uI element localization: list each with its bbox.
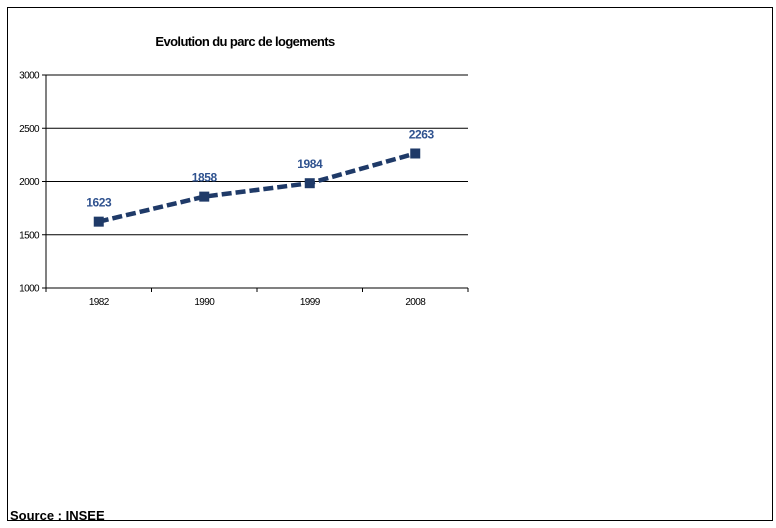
y-tick-label: 1000 <box>19 284 40 295</box>
y-tick-label: 3000 <box>19 71 40 82</box>
y-tick-labels: 1000 1500 2000 2500 3000 <box>19 71 40 295</box>
x-tick-label-1999: 1999 <box>300 297 321 308</box>
data-label-2008: 2263 <box>409 127 435 141</box>
y-tick-label: 2000 <box>19 177 40 188</box>
x-tick-label-1990: 1990 <box>194 297 215 308</box>
data-point-2008 <box>410 148 421 159</box>
data-label-1982: 1623 <box>86 196 112 210</box>
data-label-1999: 1984 <box>297 157 323 171</box>
data-point-1982 <box>93 216 104 227</box>
data-point-1999 <box>304 178 315 189</box>
grid-layer <box>46 74 468 236</box>
series-layer <box>98 151 416 224</box>
chart-frame <box>7 7 773 521</box>
point-layer <box>93 148 421 227</box>
x-tick-label-1982: 1982 <box>89 297 110 308</box>
source-note: Source : INSEE <box>10 508 105 523</box>
y-tick-label: 1500 <box>19 230 40 241</box>
data-label-1990: 1858 <box>192 171 218 185</box>
y-tick-label: 2500 <box>19 124 40 135</box>
axis-layer <box>42 74 469 292</box>
data-labels: 1623 1858 1984 2263 <box>86 127 435 210</box>
data-point-1990 <box>199 191 210 202</box>
x-tick-label-2008: 2008 <box>405 297 426 308</box>
series-line <box>98 151 416 224</box>
x-tick-labels: 1982 1990 1999 2008 <box>89 297 427 308</box>
chart-title: Evolution du parc de logements <box>155 34 335 49</box>
